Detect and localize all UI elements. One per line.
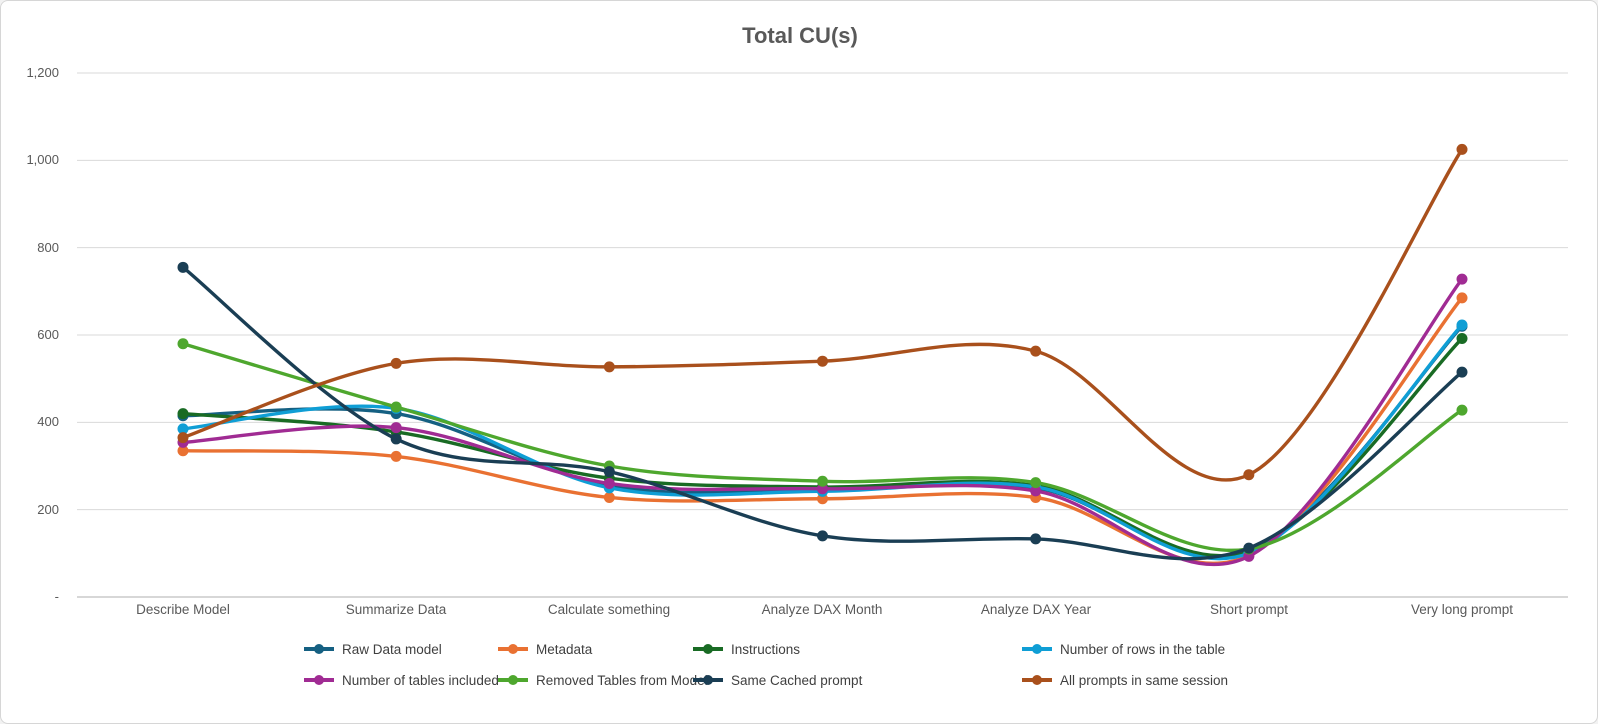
legend-item-removed-tables-from-model: Removed Tables from Model xyxy=(498,671,708,689)
x-axis-category-label: Analyze DAX Year xyxy=(980,602,1092,617)
series-point-removed-tables-from-model xyxy=(1456,404,1468,416)
legend-item-raw-data-model: Raw Data model xyxy=(304,640,442,658)
x-axis-category-label: Calculate something xyxy=(547,602,671,617)
legend-marker-icon xyxy=(1022,644,1052,654)
legend-item-same-cached-prompt: Same Cached prompt xyxy=(693,671,862,689)
series-point-same-cached-prompt xyxy=(390,433,402,445)
legend-item-metadata: Metadata xyxy=(498,640,592,658)
series-point-removed-tables-from-model xyxy=(1030,477,1042,489)
legend-item-label: Number of tables included xyxy=(342,672,499,688)
series-point-all-prompts-in-same-session xyxy=(1456,143,1468,155)
series-point-removed-tables-from-model xyxy=(817,475,828,487)
series-line-same-cached-prompt xyxy=(181,265,1464,561)
series-point-removed-tables-from-model xyxy=(390,401,402,413)
legend-item-label: All prompts in same session xyxy=(1060,672,1229,688)
y-axis-tick-label: 400 xyxy=(37,414,59,429)
series-point-same-cached-prompt xyxy=(177,261,189,273)
series-point-number-of-tables-included xyxy=(1456,273,1468,285)
legend-marker-icon xyxy=(693,675,723,685)
legend-marker-icon xyxy=(1022,675,1052,685)
legend-item-label: Removed Tables from Model xyxy=(536,672,708,688)
series-point-all-prompts-in-same-session xyxy=(1243,469,1255,481)
y-axis-tick-label: 1,000 xyxy=(26,152,59,167)
x-axis-category-label: Summarize Data xyxy=(345,602,447,617)
series-point-all-prompts-in-same-session xyxy=(390,357,402,369)
series-line-removed-tables-from-model xyxy=(181,342,1464,553)
series-point-removed-tables-from-model xyxy=(177,338,189,350)
series-point-number-of-rows-in-the-table xyxy=(177,423,189,435)
series-point-number-of-rows-in-the-table xyxy=(1456,319,1468,331)
chart-title: Total CU(s) xyxy=(742,23,858,48)
series-point-number-of-tables-included xyxy=(1030,485,1042,497)
legend-item-label: Instructions xyxy=(731,641,801,657)
legend-item-label: Number of rows in the table xyxy=(1060,641,1226,657)
y-axis-tick-label: 1,200 xyxy=(26,65,59,80)
series-point-metadata xyxy=(390,450,402,462)
y-axis-tick-label: 800 xyxy=(37,240,59,255)
legend-item-label: Same Cached prompt xyxy=(731,672,863,688)
legend-item-number-of-rows-in-the-table: Number of rows in the table xyxy=(1022,640,1225,658)
series-point-instructions xyxy=(177,408,189,420)
series-point-metadata xyxy=(1456,292,1468,304)
series-point-metadata xyxy=(603,491,615,503)
legend-item-all-prompts-in-same-session: All prompts in same session xyxy=(1022,671,1228,689)
series-point-same-cached-prompt xyxy=(603,466,615,478)
series-point-instructions xyxy=(1456,332,1468,344)
legend-marker-icon xyxy=(304,675,334,685)
series-point-all-prompts-in-same-session xyxy=(817,355,828,367)
x-axis-category-label: Very long prompt xyxy=(1410,602,1514,617)
series-point-all-prompts-in-same-session xyxy=(1030,345,1042,357)
series-point-same-cached-prompt xyxy=(1456,366,1468,378)
y-axis-tick-label: - xyxy=(54,589,59,604)
legend-marker-icon xyxy=(304,644,334,654)
series-point-all-prompts-in-same-session xyxy=(603,361,615,373)
series-point-number-of-tables-included xyxy=(603,477,615,489)
y-axis-tick-label: 200 xyxy=(37,502,59,517)
legend-marker-icon xyxy=(498,675,528,685)
series-line-instructions xyxy=(181,336,1464,558)
series-point-metadata xyxy=(177,445,189,457)
legend-item-label: Raw Data model xyxy=(342,641,442,657)
series-point-number-of-tables-included xyxy=(390,422,402,434)
series-point-all-prompts-in-same-session xyxy=(177,432,189,444)
series-point-same-cached-prompt xyxy=(1243,542,1255,554)
x-axis-category-label: Short prompt xyxy=(1209,602,1289,617)
y-axis-tick-label: 600 xyxy=(37,327,59,342)
legend-marker-icon xyxy=(693,644,723,654)
series-point-same-cached-prompt xyxy=(817,530,828,542)
x-axis-category-label: Analyze DAX Month xyxy=(761,602,883,617)
x-axis-category-label: Describe Model xyxy=(136,602,230,617)
series-point-same-cached-prompt xyxy=(1030,533,1042,545)
legend-marker-icon xyxy=(498,644,528,654)
legend-item-instructions: Instructions xyxy=(693,640,800,658)
legend-item-label: Metadata xyxy=(536,641,593,657)
legend-item-number-of-tables-included: Number of tables included xyxy=(304,671,499,689)
